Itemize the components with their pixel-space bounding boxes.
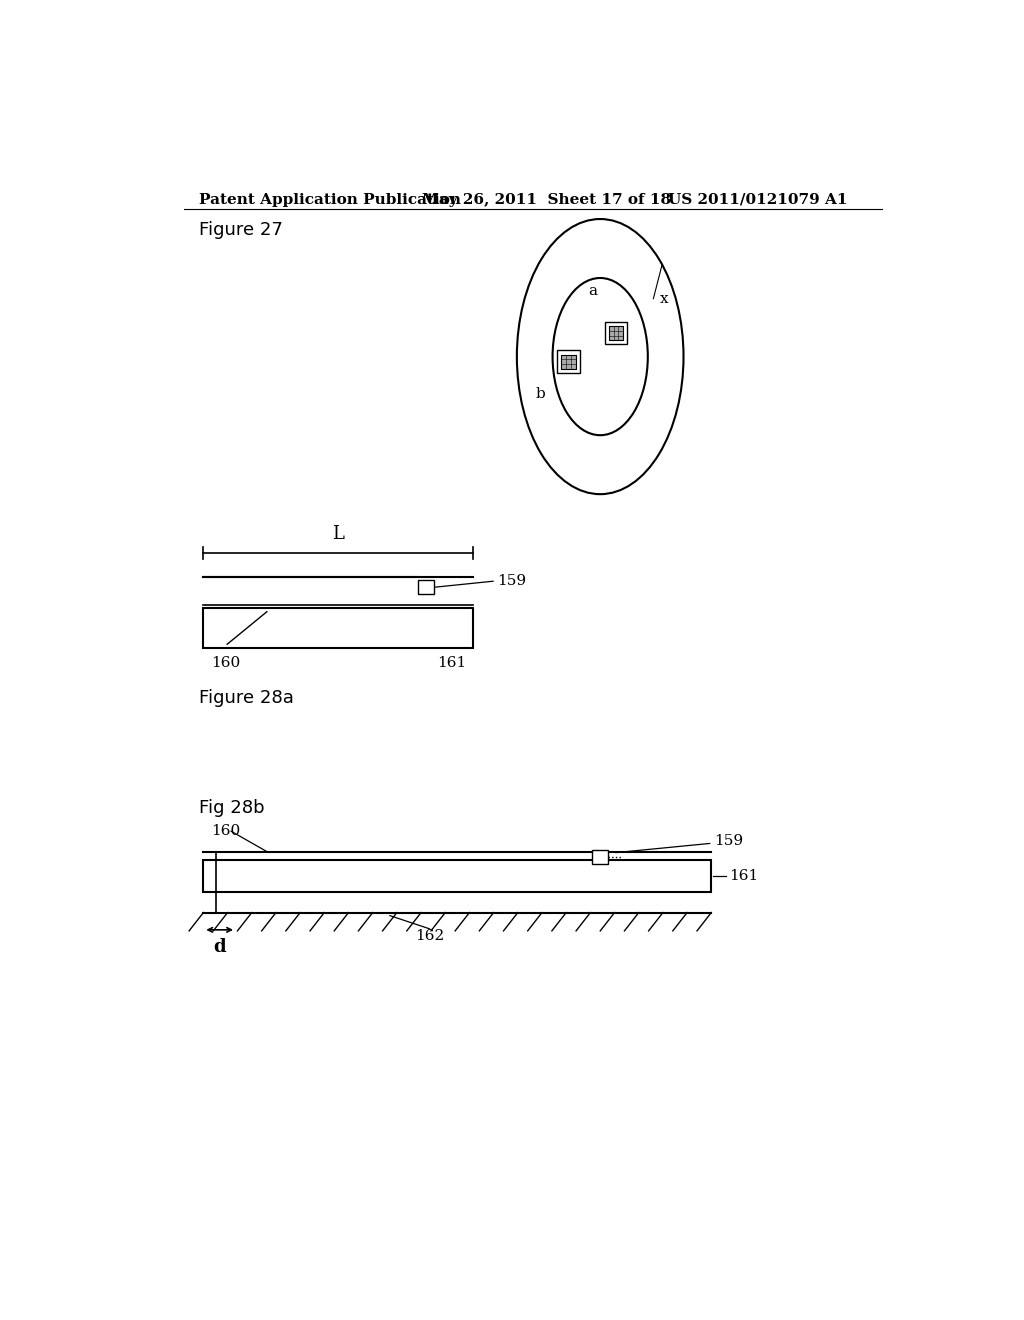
Text: 162: 162 [415, 929, 444, 942]
Text: 160: 160 [211, 656, 241, 671]
Text: L: L [333, 524, 344, 543]
Bar [204, 607, 473, 648]
Bar [418, 581, 433, 594]
Text: b: b [536, 387, 546, 401]
Bar [561, 355, 575, 368]
Text: x: x [659, 292, 669, 306]
Text: 159: 159 [497, 574, 526, 589]
Text: d: d [213, 939, 225, 956]
Bar [609, 326, 624, 341]
Text: May 26, 2011  Sheet 17 of 18: May 26, 2011 Sheet 17 of 18 [422, 193, 671, 207]
Text: Figure 28a: Figure 28a [200, 689, 294, 708]
Text: Patent Application Publication: Patent Application Publication [200, 193, 462, 207]
Bar [557, 351, 580, 372]
Text: 159: 159 [714, 834, 742, 849]
Text: Figure 27: Figure 27 [200, 222, 284, 239]
Text: a: a [588, 284, 597, 297]
Text: Fig 28b: Fig 28b [200, 799, 265, 817]
Text: US 2011/0121079 A1: US 2011/0121079 A1 [668, 193, 847, 207]
Bar [592, 850, 608, 863]
Text: 160: 160 [211, 824, 241, 838]
Text: 161: 161 [729, 869, 758, 883]
Text: 161: 161 [437, 656, 467, 671]
Bar [605, 322, 627, 345]
Bar [204, 859, 712, 892]
